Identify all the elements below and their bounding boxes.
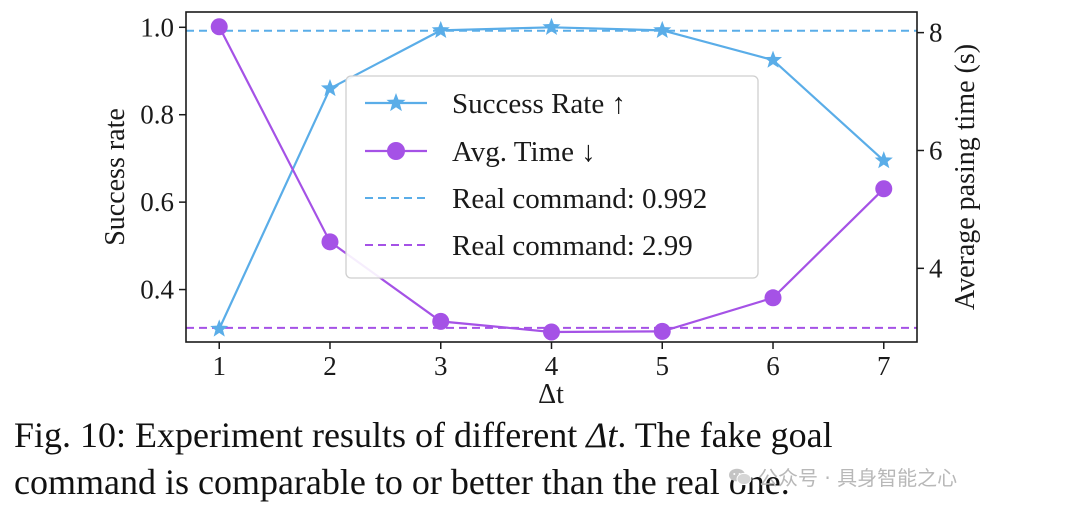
x-tick-label: 1 [212,351,226,381]
legend: Success Rate ↑ Avg. Time ↓ Real command:… [345,75,759,279]
y-left-tick-label: 0.8 [140,100,174,130]
avg-time-point [321,233,339,251]
y-axis-label-right: Average pasing time (s) [950,44,981,310]
y-right-tick-label: 8 [929,18,943,48]
watermark: 公众号 · 具身智能之心 [728,462,957,491]
success-rate-point [763,50,783,68]
avg-time-point [764,289,782,307]
y-left-tick-label: 0.4 [140,275,174,305]
chart: 1 2 3 4 5 6 7 0.4 0.6 0.8 1.0 4 6 8 Δt Success rate A… [100,11,981,410]
wechat-icon [729,468,752,485]
y-axis-label-left: Success rate [100,108,131,246]
y-left-tick-label: 0.6 [140,187,174,217]
avg-time-point [875,180,893,198]
caption-line-1: Fig. 10: Experiment results of different… [14,412,1074,459]
figure-caption: Fig. 10: Experiment results of different… [14,412,1074,506]
y-right-tick-label: 4 [929,253,943,283]
legend-swatch-time-marker [387,142,405,160]
y-right-tick-label: 6 [929,135,943,165]
watermark-text: 公众号 · 具身智能之心 [758,466,958,490]
x-tick-label: 6 [766,351,780,381]
series-layer [210,17,893,341]
y-left-tick-label: 1.0 [140,12,174,42]
caption-variable: Δt [586,415,618,455]
x-axis-label: Δt [538,379,564,410]
x-tick-label: 5 [656,351,670,381]
success-rate-point [431,20,450,39]
x-tick-label: 3 [434,351,448,381]
success-rate-point [320,78,340,97]
avg-time-point [543,323,560,341]
ticks-layer: 1 2 3 4 5 6 7 0.4 0.6 0.8 1.0 4 6 8 [140,12,943,381]
legend-label-ref-time: Real command: 2.99 [452,230,693,262]
success-rate-point [653,20,672,39]
legend-marks [365,93,427,246]
success-rate-point [542,17,561,35]
x-tick-label: 4 [545,351,559,381]
avg-time-point [432,312,450,330]
x-tick-label: 2 [323,351,337,381]
avg-time-point [210,18,228,36]
x-tick-label: 7 [877,351,891,381]
legend-label-time: Avg. Time ↓ [452,136,596,168]
legend-swatch-success-marker [386,93,406,112]
caption-text-prefix: Fig. 10: Experiment results of different [14,415,587,455]
caption-text-suffix: . The fake goal [617,415,833,455]
success-rate-point [874,151,893,169]
success-rate-point [210,319,229,337]
caption-line-2: command is comparable to or better than … [14,462,790,502]
avg-time-point [653,322,671,340]
legend-label-ref-success: Real command: 0.992 [452,183,707,215]
legend-label-success: Success Rate ↑ [452,88,626,120]
legend-frame [345,75,759,279]
